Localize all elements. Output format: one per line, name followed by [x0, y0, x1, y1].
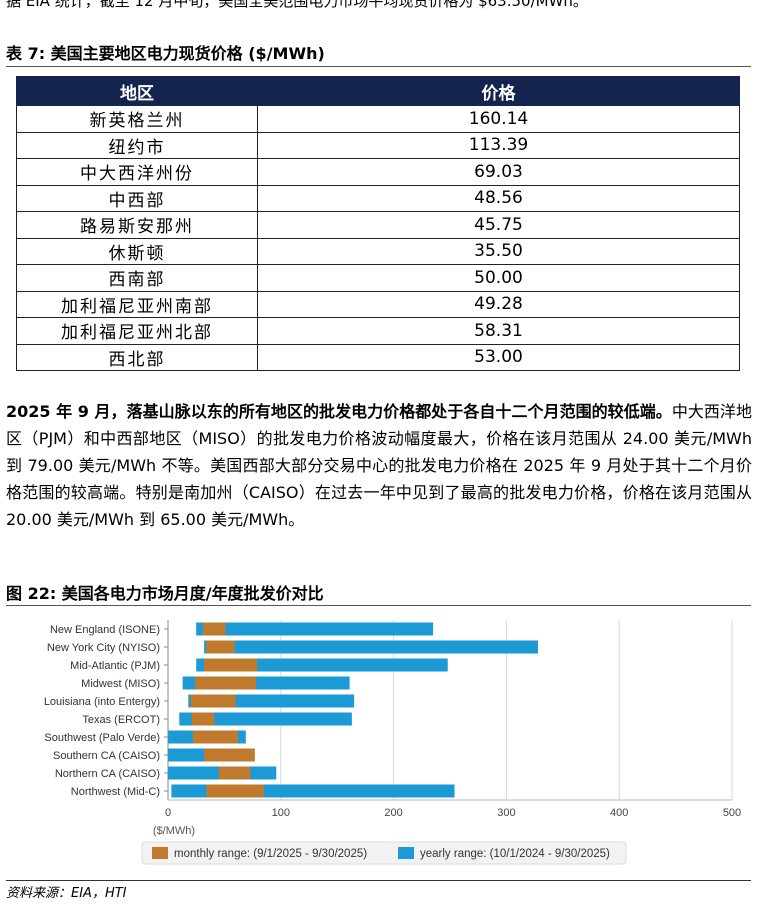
monthly-range-bar [218, 766, 251, 780]
figure-caption-rule [6, 605, 751, 606]
header-region: 地区 [16, 76, 258, 106]
price-cell: 53.00 [257, 343, 740, 371]
price-cell: 160.14 [257, 105, 740, 133]
legend-swatch [152, 847, 168, 859]
category-label: Louisiana (into Entergy) [44, 696, 160, 708]
price-cell: 45.75 [257, 211, 740, 239]
price-cell: 69.03 [257, 158, 740, 186]
clipped-top-text: 据 EIA 统计，截至 12 月中旬，美国全美范围电力市场平均现货价格为 $63… [6, 0, 588, 10]
category-label: Midwest (MISO) [81, 678, 160, 690]
region-cell: 加利福尼亚州南部 [16, 290, 258, 318]
yearly-range-bar [196, 658, 448, 672]
body-paragraph: 2025 年 9 月，落基山脉以东的所有地区的批发电力价格都处于各自十二个月范围… [6, 398, 752, 533]
region-cell: 加利福尼亚州北部 [16, 317, 258, 345]
table-row: 加利福尼亚州南部 49.28 [16, 290, 740, 318]
table-header-row: 地区 价格 [16, 76, 740, 106]
region-cell: 休斯顿 [16, 237, 258, 265]
price-cell: 49.28 [257, 290, 740, 318]
category-label: New York City (NYISO) [47, 642, 160, 654]
legend-swatch [398, 847, 414, 859]
category-label: Texas (ERCOT) [82, 714, 160, 726]
legend-label: yearly range: (10/1/2024 - 9/30/2025) [420, 848, 610, 860]
x-tick-label: 0 [165, 807, 171, 819]
x-tick-label: 200 [384, 807, 402, 819]
yearly-range-bar [196, 622, 434, 636]
category-label: Mid-Atlantic (PJM) [70, 660, 160, 672]
table-row: 中大西洋州份 69.03 [16, 158, 740, 186]
yearly-range-bar [204, 640, 538, 654]
region-cell: 纽约市 [16, 131, 258, 159]
category-label: Southern CA (CAISO) [53, 750, 160, 762]
table-caption-rule [6, 66, 751, 67]
x-tick-label: 500 [723, 807, 741, 819]
category-label: New England (ISONE) [50, 624, 160, 636]
region-cell: 西北部 [16, 343, 258, 371]
price-cell: 113.39 [257, 131, 740, 159]
x-axis-label: ($/MWh) [153, 825, 195, 837]
region-cell: 中大西洋州份 [16, 158, 258, 186]
price-cell: 35.50 [257, 237, 740, 265]
monthly-range-bar [195, 676, 256, 690]
monthly-range-bar [192, 730, 238, 744]
legend-label: monthly range: (9/1/2025 - 9/30/2025) [174, 848, 367, 860]
table-row: 西北部 53.00 [16, 343, 740, 371]
table-row: 中西部 48.56 [16, 184, 740, 212]
region-cell: 西南部 [16, 264, 258, 292]
table-row: 路易斯安那州 45.75 [16, 211, 740, 239]
price-range-chart: 0 100 200 300 400 500 ($/MWh) New England (ISON… [44, 620, 741, 865]
price-cell: 58.31 [257, 317, 740, 345]
table-row: 纽约市 113.39 [16, 131, 740, 159]
monthly-range-bar [191, 712, 215, 726]
x-tick-label: 100 [272, 807, 290, 819]
category-label: Southwest (Palo Verde) [44, 732, 160, 744]
region-cell: 新英格兰州 [16, 105, 258, 133]
price-cell: 50.00 [257, 264, 740, 292]
region-cell: 中西部 [16, 184, 258, 212]
price-cell: 48.56 [257, 184, 740, 212]
source-note: 资料来源：EIA，HTI [6, 886, 127, 901]
figure-caption: 图 22: 美国各电力市场月度/年度批发价对比 [6, 584, 324, 603]
x-tick-label: 300 [497, 807, 515, 819]
category-label: Northwest (Mid-C) [71, 786, 160, 798]
monthly-range-bar [204, 748, 255, 762]
table-row: 休斯顿 35.50 [16, 237, 740, 265]
monthly-range-bar [204, 658, 258, 672]
paragraph-bold: 2025 年 9 月，落基山脉以东的所有地区的批发电力价格都处于各自十二个月范围… [6, 402, 672, 421]
monthly-range-bar [202, 622, 226, 636]
header-price: 价格 [257, 76, 740, 106]
table-row: 加利福尼亚州北部 58.31 [16, 317, 740, 345]
x-tick-label: 400 [610, 807, 628, 819]
monthly-range-bar [190, 694, 236, 708]
table-caption: 表 7: 美国主要地区电力现货价格 ($/MWh) [6, 44, 325, 63]
monthly-range-bar [206, 784, 264, 798]
table-row: 西南部 50.00 [16, 264, 740, 292]
yearly-range-bar [179, 712, 352, 726]
price-table: 地区 价格 新英格兰州 160.14 纽约市 113.39 中大西洋州份 69.03 中西部… [16, 76, 740, 371]
region-cell: 路易斯安那州 [16, 211, 258, 239]
chart-legend [141, 841, 627, 865]
category-label: Northern CA (CAISO) [55, 768, 160, 780]
monthly-range-bar [206, 640, 235, 654]
paragraph-text: 中大西洋地区（PJM）和中西部地区（MISO）的批发电力价格波动幅度最大，价格在… [6, 402, 752, 529]
source-rule [6, 880, 751, 881]
table-row: 新英格兰州 160.14 [16, 105, 740, 133]
